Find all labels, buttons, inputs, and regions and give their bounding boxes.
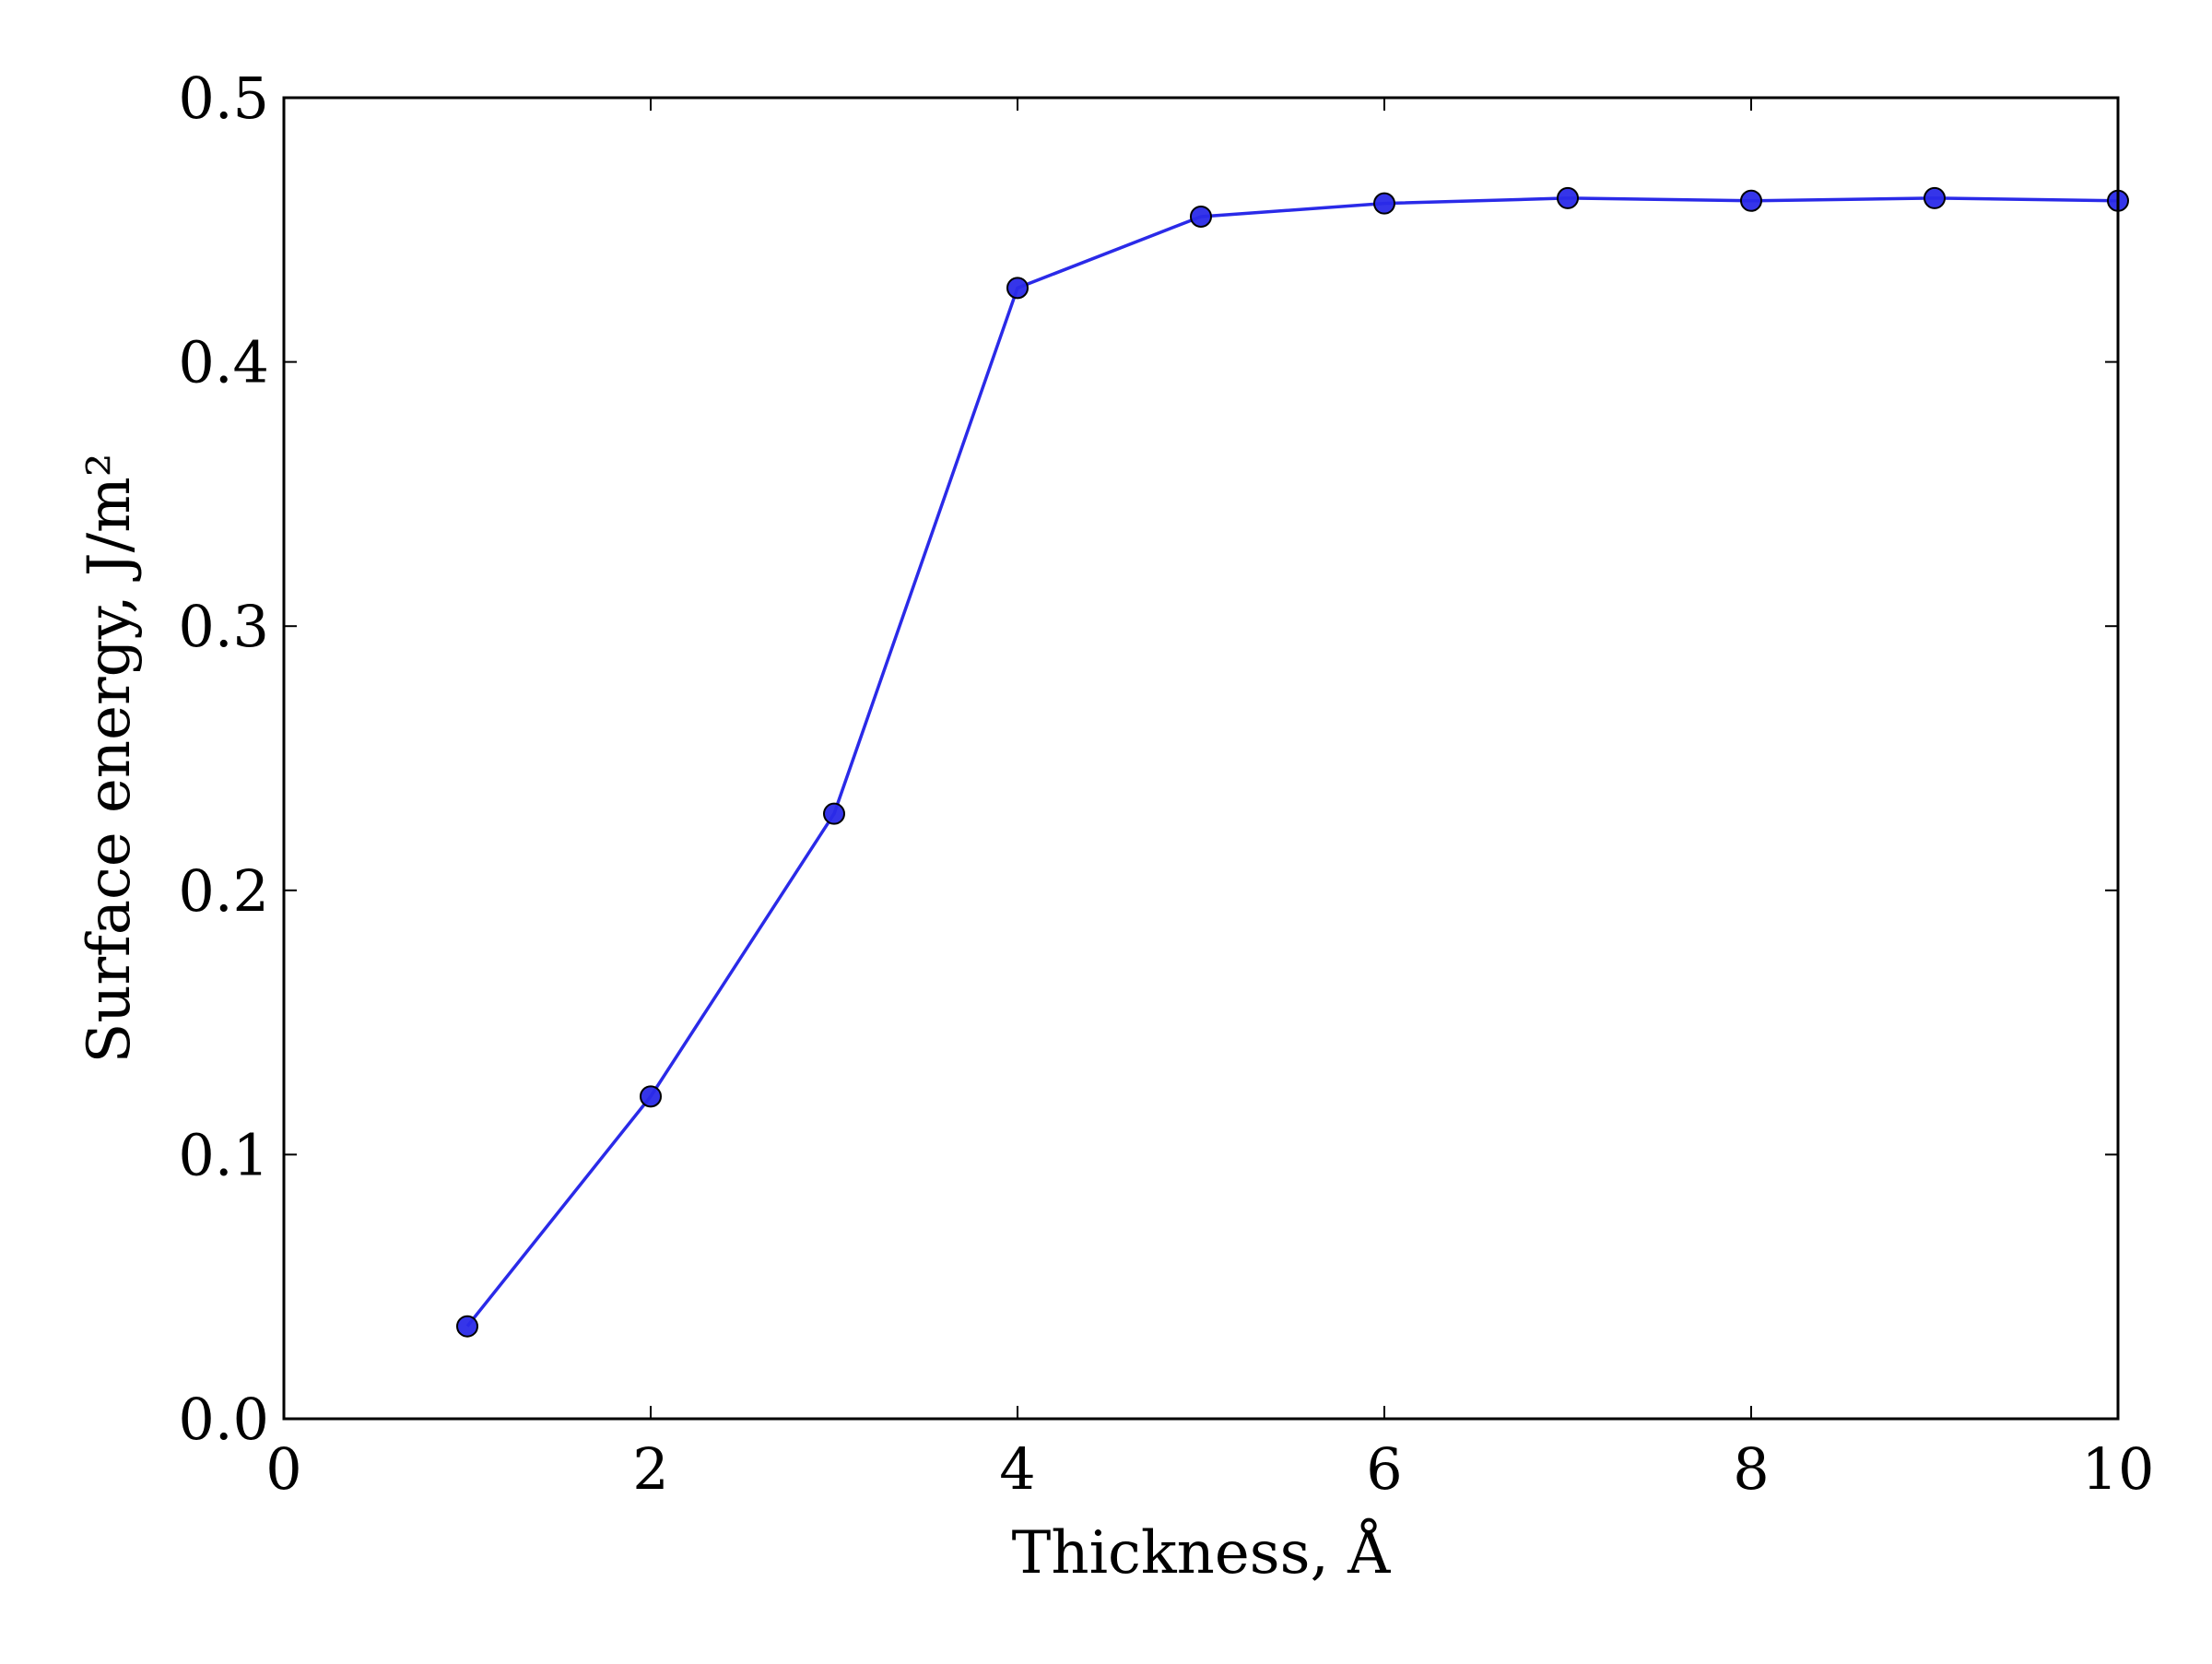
y-tick-label: 0.0 [178, 1386, 269, 1453]
plot-area: 0 2 4 6 8 10 0.0 0.1 0.2 0.3 0.4 0.5 [178, 65, 2154, 1503]
data-point [1924, 186, 1946, 209]
y-axis-title: Surface energy, J/m² [76, 454, 144, 1064]
x-tick-label: 0 [265, 1435, 301, 1503]
y-tick-label: 0.4 [178, 329, 269, 396]
data-point [1557, 186, 1579, 209]
data-point [456, 1315, 478, 1338]
data-point [823, 802, 845, 825]
plot-frame [282, 96, 2120, 1421]
x-tick-label: 2 [632, 1435, 668, 1503]
x-tick-label: 8 [1733, 1435, 1769, 1503]
y-tick-label: 0.1 [178, 1121, 269, 1188]
y-tick-label: 0.3 [178, 593, 269, 660]
y-tick-label: 0.2 [178, 857, 269, 925]
data-point [1190, 205, 1212, 228]
x-axis-title: Thickness, Å [1012, 1518, 1391, 1587]
data-point [1373, 192, 1395, 215]
x-tick-label: 4 [999, 1435, 1035, 1503]
x-tick-label: 10 [2082, 1435, 2155, 1503]
data-point [640, 1085, 662, 1108]
series-line [465, 196, 2119, 1328]
data-point [1740, 189, 1762, 212]
data-point [1006, 277, 1029, 300]
x-tick-label: 6 [1366, 1435, 1402, 1503]
y-tick-label: 0.5 [178, 65, 269, 132]
